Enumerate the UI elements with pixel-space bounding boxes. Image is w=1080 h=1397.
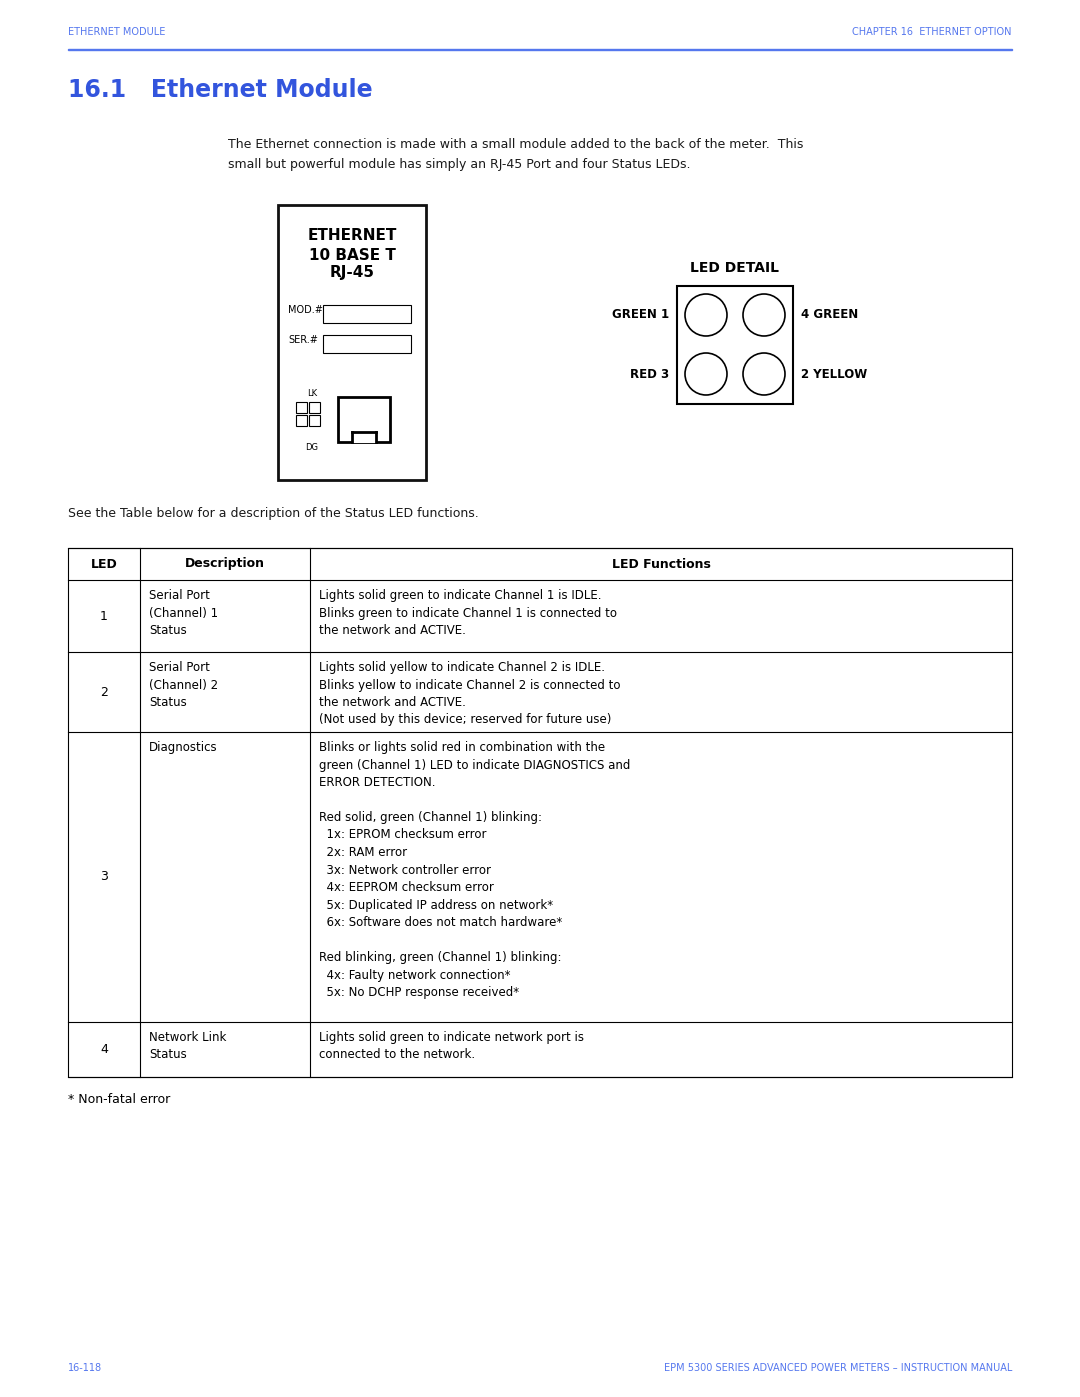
Text: 4 GREEN: 4 GREEN — [801, 309, 859, 321]
Text: Lights solid yellow to indicate Channel 2 is IDLE.
Blinks yellow to indicate Cha: Lights solid yellow to indicate Channel … — [319, 661, 621, 726]
Text: LED: LED — [91, 557, 118, 570]
Circle shape — [685, 293, 727, 337]
Text: The Ethernet connection is made with a small module added to the back of the met: The Ethernet connection is made with a s… — [228, 138, 804, 151]
Bar — [68, 49, 1012, 50]
Text: LED DETAIL: LED DETAIL — [690, 261, 780, 275]
Text: GREEN 1: GREEN 1 — [612, 309, 669, 321]
Bar — [323, 335, 411, 353]
Text: RJ-45: RJ-45 — [329, 265, 375, 281]
Circle shape — [685, 353, 727, 395]
Bar — [278, 205, 426, 481]
Text: RED 3: RED 3 — [630, 367, 669, 380]
Text: DG: DG — [306, 443, 319, 451]
Text: Network Link
Status: Network Link Status — [149, 1031, 227, 1062]
Text: ETHERNET: ETHERNET — [308, 228, 396, 243]
Text: small but powerful module has simply an RJ-45 Port and four Status LEDs.: small but powerful module has simply an … — [228, 158, 690, 170]
Text: Serial Port
(Channel) 2
Status: Serial Port (Channel) 2 Status — [149, 661, 218, 710]
Bar — [309, 402, 320, 414]
Text: 2: 2 — [100, 686, 108, 698]
Bar — [352, 430, 376, 443]
Text: 1: 1 — [100, 609, 108, 623]
Text: ETHERNET MODULE: ETHERNET MODULE — [68, 27, 165, 36]
Text: See the Table below for a description of the Status LED functions.: See the Table below for a description of… — [68, 507, 478, 520]
Text: Serial Port
(Channel) 1
Status: Serial Port (Channel) 1 Status — [149, 590, 218, 637]
Text: * Non-fatal error: * Non-fatal error — [68, 1092, 171, 1106]
Bar — [309, 415, 320, 426]
Text: 3: 3 — [100, 870, 108, 883]
Text: MOD.#: MOD.# — [288, 305, 323, 314]
Bar — [677, 286, 793, 404]
Circle shape — [743, 293, 785, 337]
Text: LED Functions: LED Functions — [611, 557, 711, 570]
Text: Description: Description — [185, 557, 265, 570]
Text: CHAPTER 16  ETHERNET OPTION: CHAPTER 16 ETHERNET OPTION — [852, 27, 1012, 36]
Bar — [323, 305, 411, 323]
Text: 2 YELLOW: 2 YELLOW — [801, 367, 867, 380]
Bar — [68, 548, 1012, 1077]
Text: 16-118: 16-118 — [68, 1363, 103, 1373]
Text: 4: 4 — [100, 1044, 108, 1056]
Circle shape — [743, 353, 785, 395]
Text: 10 BASE T: 10 BASE T — [309, 247, 395, 263]
Text: LK: LK — [307, 388, 318, 398]
Text: EPM 5300 SERIES ADVANCED POWER METERS – INSTRUCTION MANUAL: EPM 5300 SERIES ADVANCED POWER METERS – … — [663, 1363, 1012, 1373]
Text: Lights solid green to indicate network port is
connected to the network.: Lights solid green to indicate network p… — [319, 1031, 584, 1062]
Text: 16.1   Ethernet Module: 16.1 Ethernet Module — [68, 78, 373, 102]
Text: SER.#: SER.# — [288, 335, 318, 345]
Bar — [296, 402, 307, 414]
Text: Blinks or lights solid red in combination with the
green (Channel 1) LED to indi: Blinks or lights solid red in combinatio… — [319, 740, 631, 999]
Bar — [338, 397, 390, 441]
Text: Lights solid green to indicate Channel 1 is IDLE.
Blinks green to indicate Chann: Lights solid green to indicate Channel 1… — [319, 590, 617, 637]
Text: Diagnostics: Diagnostics — [149, 740, 218, 754]
Bar — [296, 415, 307, 426]
